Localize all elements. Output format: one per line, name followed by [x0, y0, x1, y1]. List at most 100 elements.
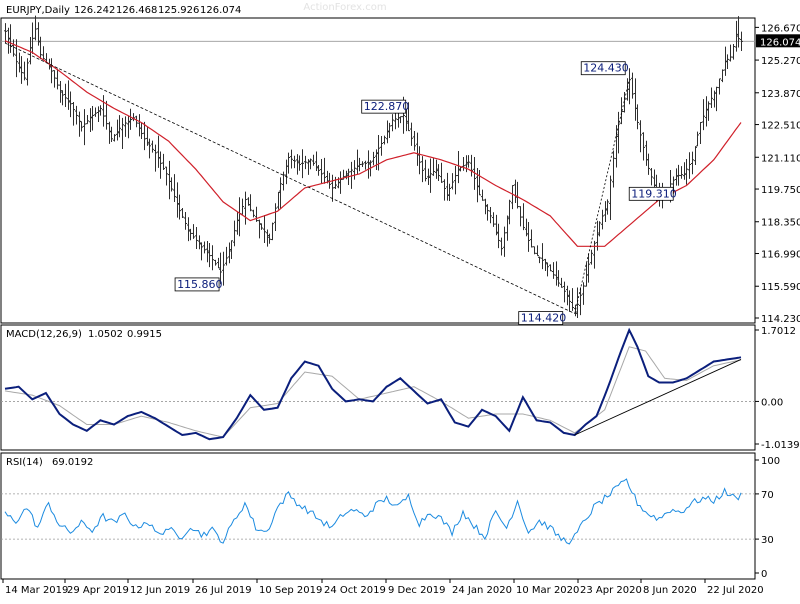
- price-bar: [536, 245, 539, 257]
- price-bar: [606, 199, 609, 215]
- price-bar: [266, 229, 269, 247]
- price-bar: [244, 191, 247, 225]
- price-bar: [124, 116, 127, 137]
- x-tick-label: 12 Jun 2019: [130, 585, 190, 596]
- price-bar: [260, 223, 263, 230]
- price-bar: [582, 282, 585, 305]
- price-bar: [121, 117, 124, 149]
- price-bar: [116, 119, 119, 141]
- price-bar: [102, 95, 105, 127]
- price-bar: [718, 78, 721, 95]
- price-bar: [135, 115, 138, 128]
- price-bar: [367, 150, 370, 179]
- price-bar: [386, 120, 389, 144]
- price-bar: [737, 16, 740, 48]
- price-annotation-label: 114.420: [521, 312, 567, 325]
- price-bar: [410, 122, 413, 146]
- price-bar: [639, 120, 642, 153]
- price-bar: [421, 156, 424, 183]
- price-bar: [301, 149, 304, 179]
- price-annotation-label: 119.310: [631, 187, 677, 200]
- price-bar: [549, 264, 552, 272]
- price-bar: [650, 167, 653, 186]
- price-bar: [566, 285, 569, 306]
- price-bar: [187, 217, 190, 242]
- price-bar: [140, 122, 143, 140]
- price-bar: [222, 251, 225, 286]
- price-bar: [91, 105, 94, 131]
- rally-dotted-line: [574, 79, 630, 314]
- macd-signal-line: [4, 346, 742, 438]
- price-bar: [334, 176, 337, 189]
- price-bar: [636, 104, 639, 130]
- price-bar: [383, 135, 386, 145]
- current-price-label: 126.074: [760, 37, 800, 48]
- price-bar: [481, 189, 484, 201]
- price-bar: [157, 135, 160, 168]
- price-bar: [454, 165, 457, 195]
- price-bar: [593, 240, 596, 269]
- price-bar: [97, 106, 100, 122]
- rsi-header-value: 69.0192: [52, 457, 93, 468]
- price-bar: [538, 256, 541, 264]
- price-bar: [263, 215, 266, 243]
- price-bar: [486, 204, 489, 221]
- price-annotation-box: [361, 99, 407, 114]
- price-bar: [448, 183, 451, 202]
- x-tick-label: 24 Jan 2020: [452, 585, 512, 596]
- price-bar: [110, 126, 113, 143]
- price-bar: [331, 174, 334, 202]
- price-bar: [304, 155, 307, 170]
- price-bar: [688, 152, 691, 179]
- price-annotation-box: [518, 311, 564, 325]
- price-bar: [287, 152, 290, 174]
- price-bar: [309, 158, 312, 170]
- x-tick-label: 10 Mar 2020: [516, 585, 579, 596]
- price-bar: [497, 223, 500, 249]
- price-bar: [353, 160, 356, 180]
- price-bar: [320, 158, 323, 184]
- price-bar: [200, 242, 203, 261]
- price-ytick-label: 114.230: [761, 314, 800, 325]
- price-bar: [699, 121, 702, 144]
- price-bar: [405, 108, 408, 132]
- price-bar: [552, 262, 555, 279]
- price-bar: [37, 22, 40, 46]
- price-bar: [642, 132, 645, 161]
- price-bar: [151, 140, 154, 153]
- price-bar: [268, 233, 271, 244]
- price-header-close: 126.074: [200, 5, 241, 16]
- price-bar: [443, 179, 446, 201]
- price-bar: [293, 155, 296, 169]
- price-bar: [503, 226, 506, 257]
- price-bar: [230, 240, 233, 260]
- price-bar: [484, 198, 487, 215]
- price-bar: [206, 241, 209, 263]
- price-annotation: 122.870: [361, 99, 409, 114]
- price-bar: [740, 31, 743, 51]
- price-ytick-label: 118.350: [761, 218, 800, 229]
- price-bar: [274, 203, 277, 231]
- price-bar: [53, 70, 56, 88]
- price-bar: [596, 220, 599, 251]
- macd-header-label: MACD(12,26,9): [6, 329, 82, 340]
- price-annotation-box: [580, 61, 626, 76]
- price-annotation: 124.430: [580, 61, 629, 76]
- price-bar: [26, 58, 29, 86]
- price-bar: [391, 114, 394, 132]
- rsi-ytick-label: 100: [761, 456, 780, 467]
- price-bar: [113, 134, 116, 142]
- price-bar: [427, 168, 430, 185]
- price-bar: [380, 135, 383, 156]
- x-tick-label: 22 Jul 2020: [707, 585, 764, 596]
- price-bar: [560, 277, 563, 288]
- price-bar: [609, 175, 612, 220]
- price-bar: [173, 174, 176, 202]
- price-bar: [511, 185, 514, 210]
- price-header-open: 126.242: [74, 5, 115, 16]
- price-bar: [279, 177, 282, 209]
- price-bar: [127, 115, 130, 139]
- price-bar: [522, 203, 525, 231]
- price-bar: [555, 261, 558, 286]
